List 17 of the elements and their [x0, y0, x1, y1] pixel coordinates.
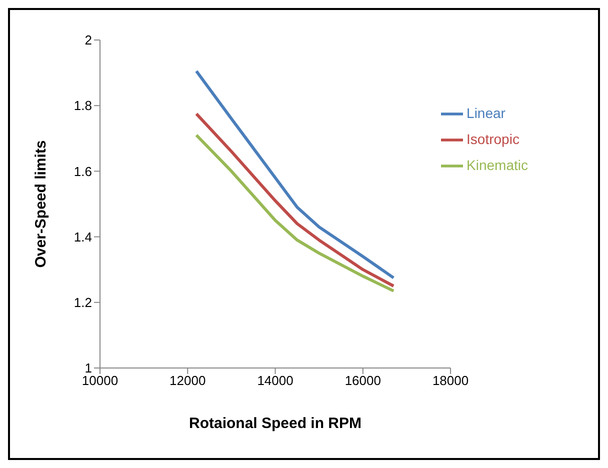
- y-tick-label: 2: [84, 32, 92, 48]
- y-tick-label: 1.6: [74, 164, 92, 179]
- x-tick-label: 18000: [432, 373, 469, 388]
- x-tick-label: 12000: [170, 373, 206, 388]
- y-tick-label: 1.8: [74, 98, 92, 114]
- legend-label: Kinematic: [466, 157, 528, 173]
- x-tick-label: 10000: [82, 373, 118, 388]
- legend-label: Isotropic: [466, 131, 520, 147]
- y-axis-title: Over-Speed limits: [32, 140, 50, 268]
- y-tick-label: 1: [84, 360, 92, 376]
- legend-label: Linear: [466, 105, 506, 121]
- y-tick-label: 1.4: [74, 229, 92, 244]
- x-axis-title: Rotaional Speed in RPM: [189, 415, 362, 432]
- x-tick-label: 14000: [257, 373, 294, 388]
- line-series: [194, 70, 396, 280]
- y-tick-label: 1.2: [74, 295, 92, 310]
- x-tick-label: 16000: [344, 373, 381, 388]
